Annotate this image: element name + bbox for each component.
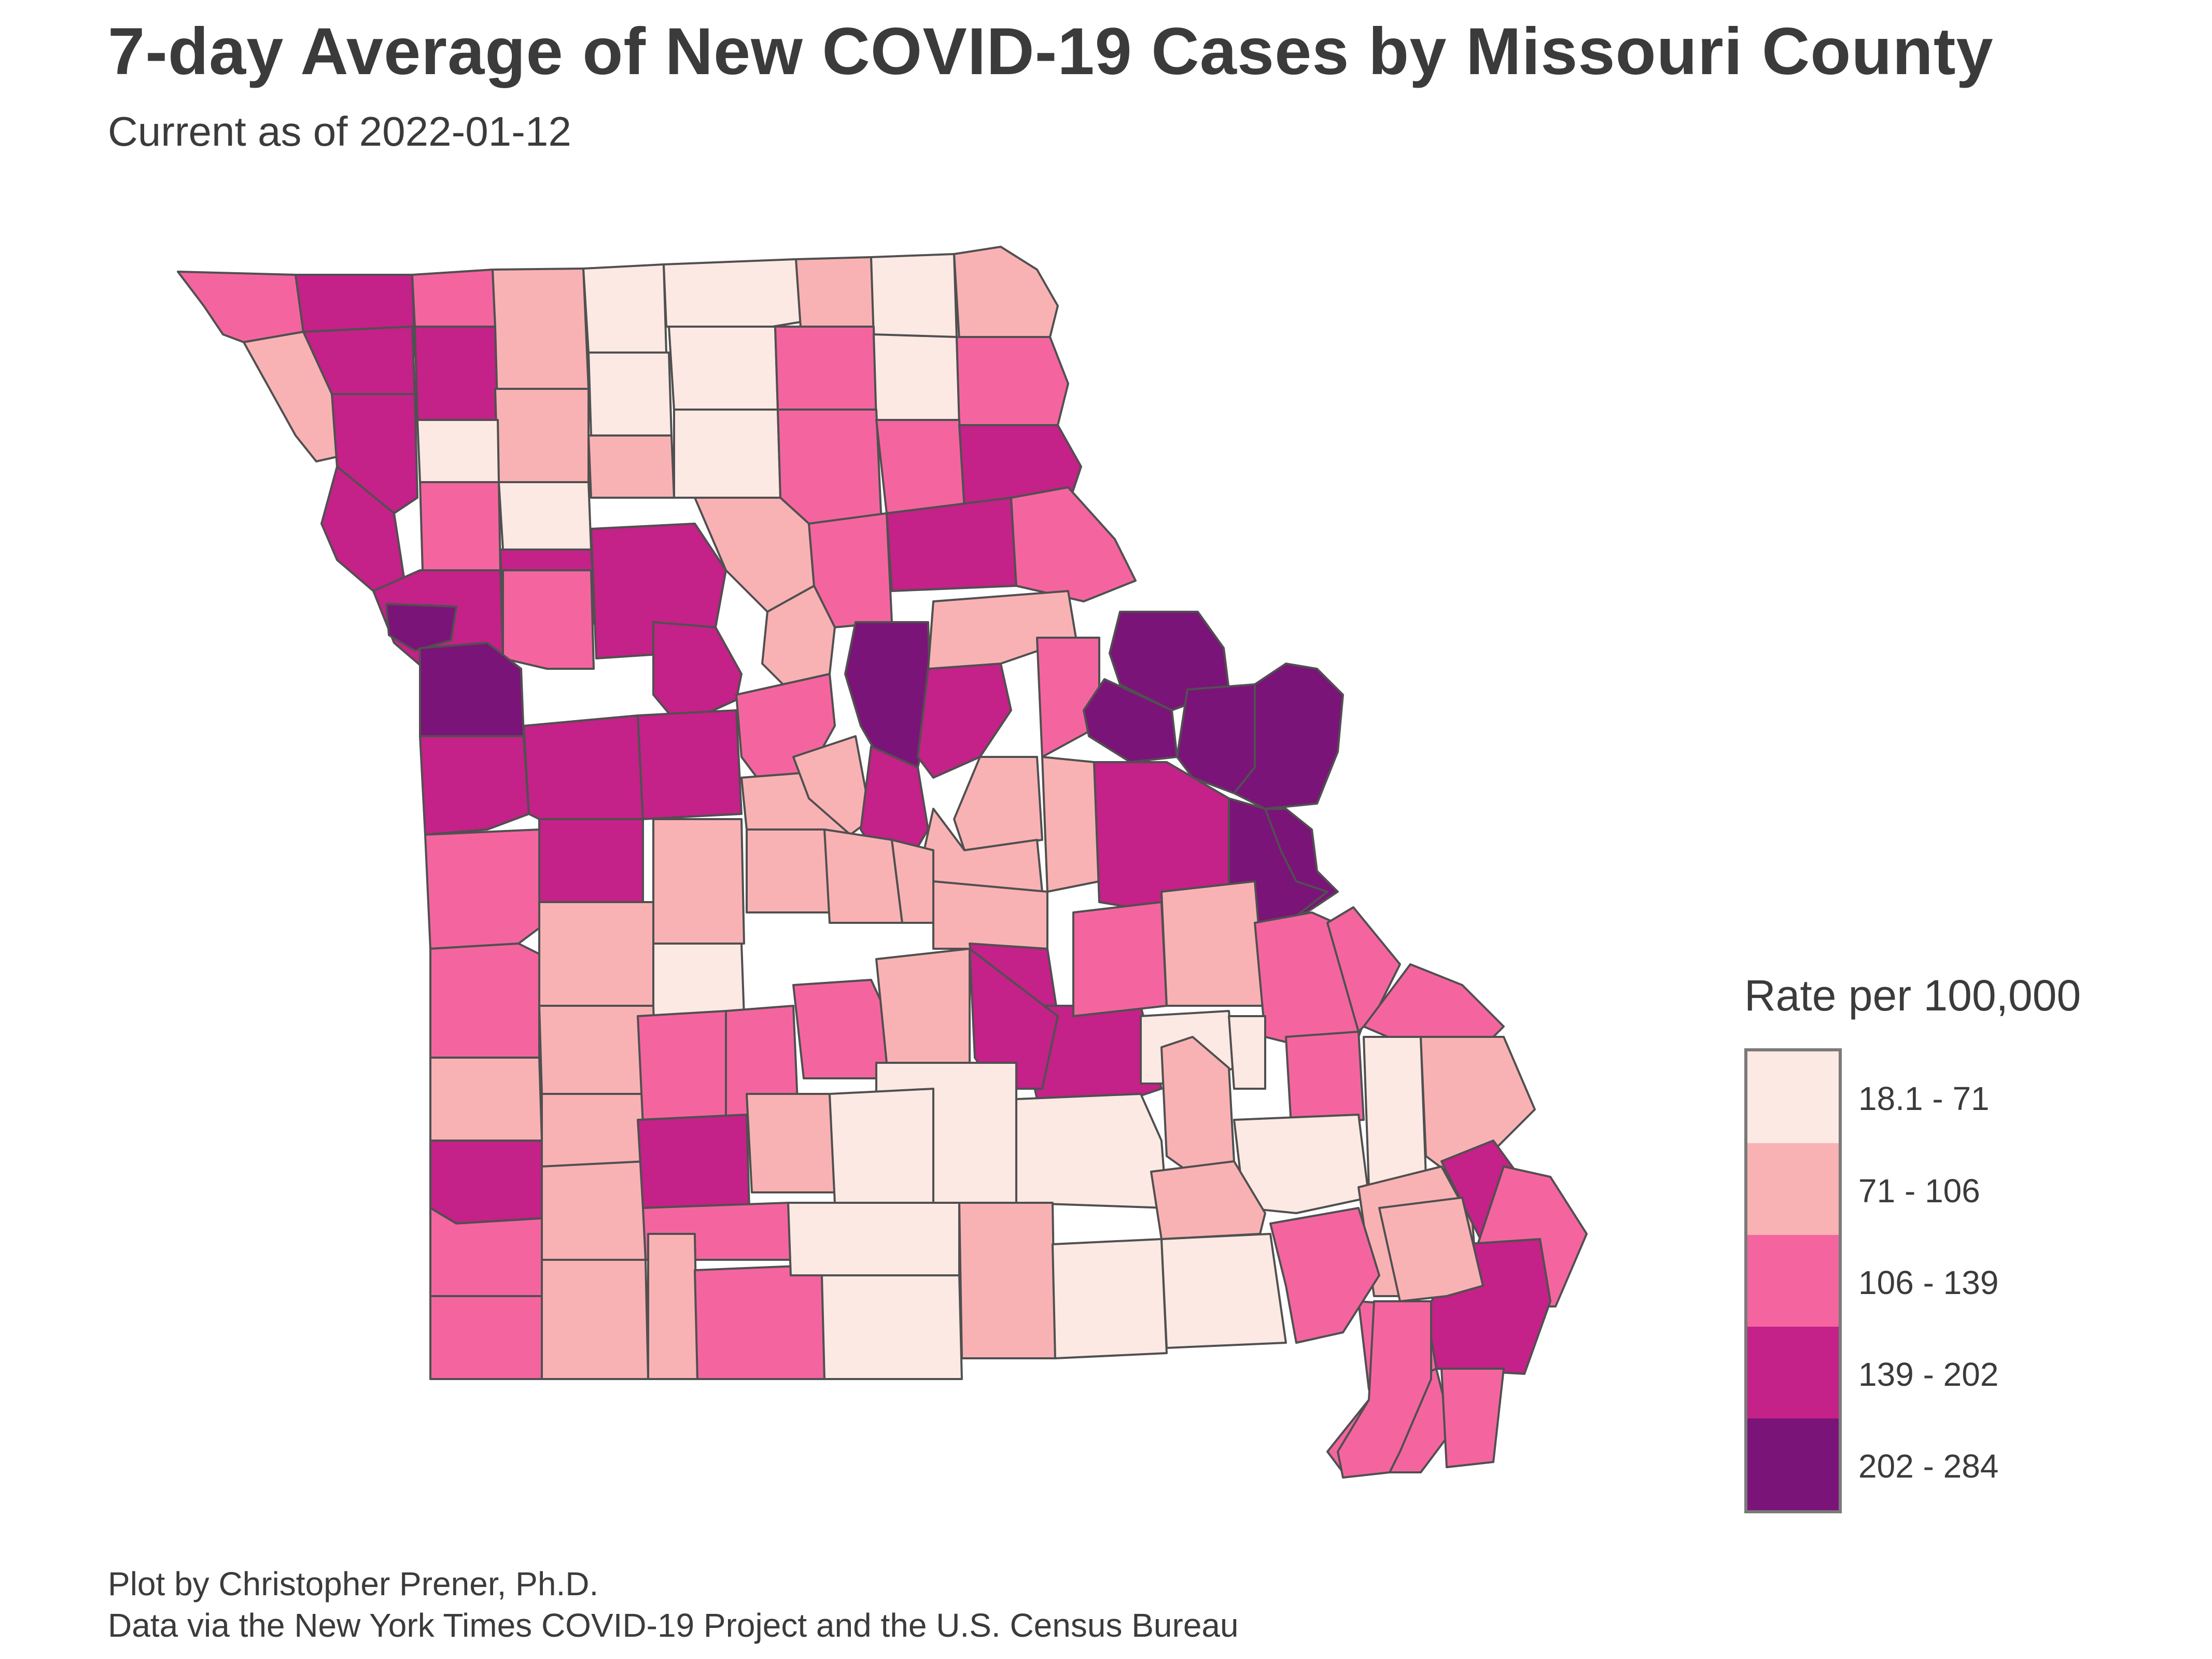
county-region	[1150, 1160, 1266, 1240]
county-region	[429, 1057, 543, 1142]
legend-label-4: 139 - 202	[1858, 1356, 1999, 1393]
county-region	[1041, 756, 1100, 893]
county-region	[637, 1010, 727, 1126]
county-region	[1337, 1300, 1432, 1479]
county-region	[1160, 1233, 1287, 1349]
county-region	[746, 828, 831, 913]
county-region	[587, 434, 675, 499]
caption-source: Data via the New York Times COVID-19 Pro…	[108, 1607, 1239, 1644]
county-region	[668, 326, 779, 411]
county-region	[873, 333, 960, 421]
county-region	[523, 714, 644, 820]
legend-key-5	[1747, 1418, 1839, 1510]
county-region	[1015, 1093, 1168, 1209]
county-region	[385, 603, 457, 652]
county-region	[429, 943, 540, 1059]
county-region	[787, 1202, 960, 1276]
legend-label-1: 18.1 - 71	[1858, 1080, 1990, 1117]
county-region	[1269, 1207, 1380, 1344]
county-region	[1228, 1015, 1266, 1090]
county-region	[829, 1088, 934, 1204]
county-region	[746, 1093, 836, 1193]
county-region	[821, 1274, 963, 1380]
county-region	[538, 901, 654, 1007]
legend-key-4	[1747, 1327, 1839, 1418]
map-title: 7-day Average of New COVID-19 Cases by M…	[108, 15, 1994, 89]
county-region	[663, 258, 805, 328]
county-region	[429, 1207, 543, 1297]
county-region	[1378, 1197, 1484, 1302]
legend-key-2	[1747, 1143, 1839, 1235]
county-region	[647, 1233, 698, 1380]
legend-label-2: 71 - 106	[1858, 1172, 1980, 1210]
county-region	[429, 1140, 543, 1225]
county-region	[411, 269, 496, 328]
county-region	[886, 497, 1017, 592]
county-region	[652, 818, 745, 945]
county-region	[541, 1259, 649, 1380]
county-region	[777, 409, 883, 525]
map-subtitle: Current as of 2022-01-12	[108, 108, 571, 154]
county-region	[582, 263, 667, 354]
county-region	[1233, 663, 1344, 810]
county-region	[416, 419, 500, 483]
county-region	[652, 943, 745, 1017]
county-region	[502, 569, 595, 670]
county-region	[823, 828, 903, 924]
county-region	[1440, 1368, 1505, 1468]
county-region	[492, 268, 590, 390]
legend-keys	[1744, 1048, 1842, 1513]
county-region	[958, 1202, 1056, 1359]
county-region	[953, 756, 1043, 851]
county-region	[956, 336, 1069, 426]
county-region	[953, 246, 1059, 341]
county-region	[429, 1295, 543, 1380]
county-region	[414, 326, 499, 421]
county-region	[419, 735, 530, 836]
county-region	[498, 481, 592, 551]
county-region	[541, 1160, 649, 1261]
county-region	[538, 818, 644, 903]
county-region	[1363, 1036, 1427, 1188]
county-region	[1010, 486, 1137, 602]
county-region	[774, 326, 877, 411]
county-region	[419, 481, 501, 571]
county-region	[875, 419, 965, 514]
county-region	[870, 253, 958, 338]
county-region	[177, 271, 304, 343]
legend-title: Rate per 100,000	[1744, 971, 2081, 1020]
county-region	[637, 1114, 750, 1209]
county-region	[1052, 1238, 1168, 1359]
county-region	[875, 948, 971, 1064]
county-region	[969, 948, 1059, 1090]
county-region	[795, 256, 875, 335]
county-region	[494, 388, 590, 483]
legend-label-3: 106 - 139	[1858, 1264, 1999, 1301]
caption-author: Plot by Christopher Prener, Ph.D.	[108, 1565, 599, 1602]
legend-key-3	[1747, 1235, 1839, 1327]
county-region	[694, 1264, 825, 1380]
county-region	[673, 409, 781, 499]
county-region	[587, 352, 673, 437]
county-region	[1072, 901, 1168, 1017]
county-region	[1160, 880, 1266, 1007]
legend-label-5: 202 - 284	[1858, 1447, 1999, 1485]
legend-key-1	[1747, 1051, 1839, 1143]
county-region	[1285, 1031, 1365, 1126]
county-region	[932, 880, 1048, 950]
county-region	[637, 709, 743, 820]
county-region	[1036, 637, 1100, 758]
county-region	[424, 828, 540, 950]
